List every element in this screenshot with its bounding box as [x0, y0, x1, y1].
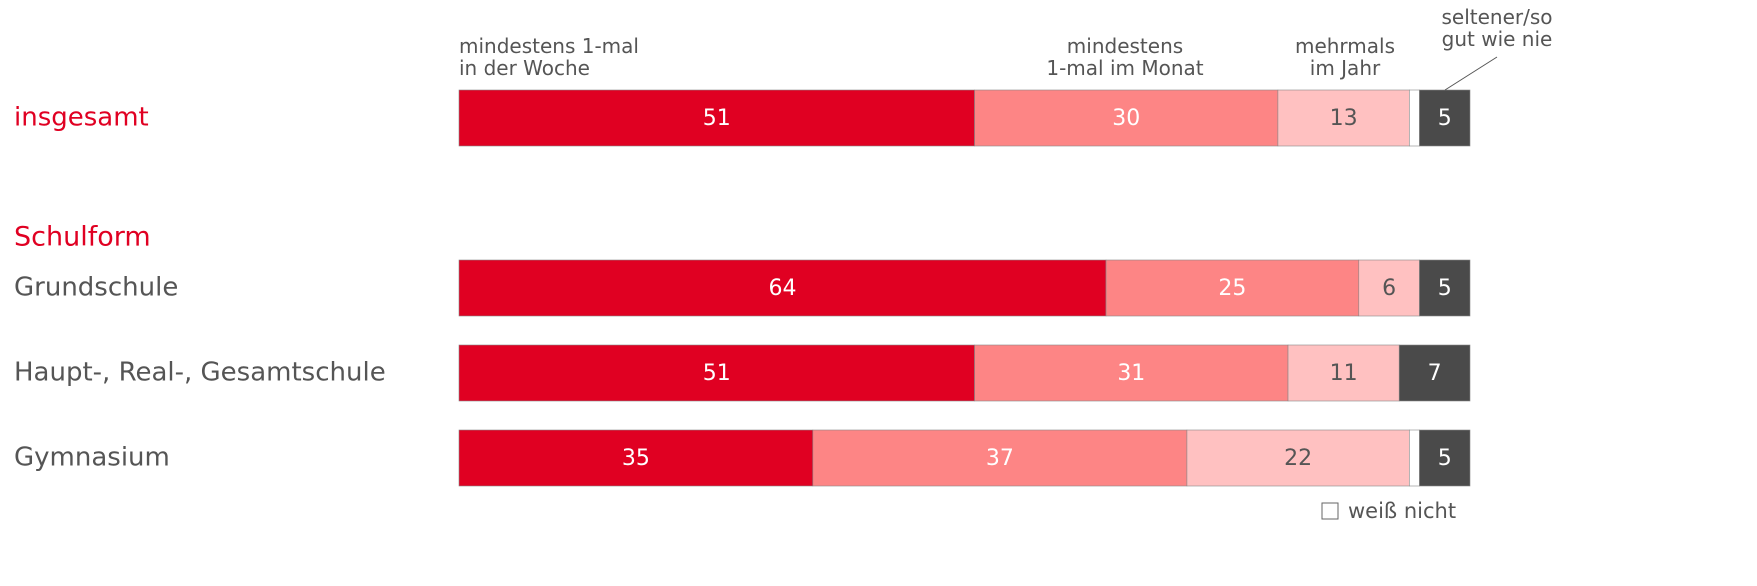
legend-label: weiß nicht [1348, 499, 1456, 523]
series-label-line: mindestens [1067, 34, 1183, 58]
series-label: mehrmals im Jahr [1295, 34, 1395, 80]
category-label: Gymnasium [14, 443, 170, 473]
series-label-line: mindestens 1-mal [459, 34, 639, 58]
value-label: 35 [622, 446, 650, 471]
bar-segment [1398, 344, 1471, 402]
series-label-line: mehrmals [1295, 34, 1395, 58]
leader-line [1444, 56, 1498, 91]
value-label: 64 [769, 276, 797, 301]
bar-segment [1419, 89, 1471, 147]
value-label: 7 [1428, 361, 1442, 386]
bar-segment [1105, 259, 1360, 317]
bar-segment [974, 89, 1279, 147]
value-label: 31 [1117, 361, 1145, 386]
value-label: 5 [1438, 106, 1452, 131]
value-label: 5 [1438, 276, 1452, 301]
bar-segment [458, 89, 975, 147]
series-label-line: im Jahr [1310, 56, 1381, 80]
bar-segment [1409, 429, 1420, 487]
series-label-line: in der Woche [459, 56, 590, 80]
value-label: 13 [1330, 106, 1358, 131]
bar-segment [1419, 429, 1471, 487]
bar-segment [1419, 259, 1471, 317]
bar-segment [458, 344, 975, 402]
category-label: Haupt-, Real-, Gesamtschule [14, 358, 386, 388]
category-label: Grundschule [14, 273, 178, 303]
bar-segment [458, 259, 1107, 317]
value-label: 5 [1438, 446, 1452, 471]
bar-segment [1186, 429, 1410, 487]
bar-segment [974, 344, 1289, 402]
legend-swatch [1321, 502, 1339, 520]
series-label: mindestens 1-mal in der Woche [459, 34, 639, 80]
value-label: 51 [703, 361, 731, 386]
value-label: 6 [1382, 276, 1396, 301]
bar-segment [812, 429, 1188, 487]
value-label: 30 [1112, 106, 1140, 131]
value-label: 11 [1330, 361, 1358, 386]
series-label: mindestens 1-mal im Monat [1046, 34, 1203, 80]
value-label: 51 [703, 106, 731, 131]
category-label: insgesamt [14, 103, 149, 133]
value-label: 22 [1284, 446, 1312, 471]
series-label-line: 1-mal im Monat [1046, 56, 1203, 80]
value-label: 37 [986, 446, 1014, 471]
value-label: 25 [1218, 276, 1246, 301]
series-label: seltener/so gut wie nie [1441, 5, 1552, 51]
bar-segment [1358, 259, 1420, 317]
section-label: Schulform [14, 222, 151, 253]
series-label-line: seltener/so [1441, 5, 1552, 29]
series-label-line: gut wie nie [1442, 27, 1553, 51]
bar-segment [458, 429, 814, 487]
bar-segment [1409, 89, 1420, 147]
bar-segment [1277, 89, 1410, 147]
